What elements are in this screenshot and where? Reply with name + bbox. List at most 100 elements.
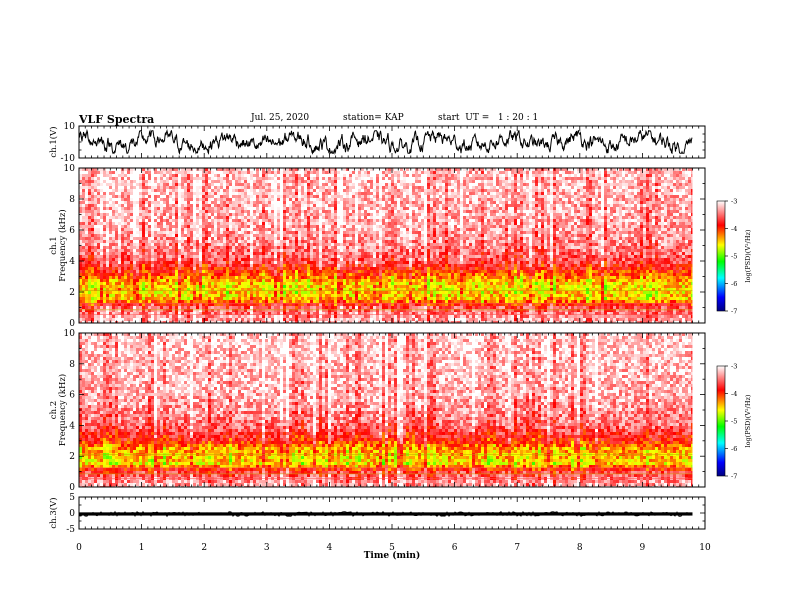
- spectrogram-cell: [358, 264, 361, 267]
- spectrogram-cell: [187, 225, 190, 228]
- spectrogram-cell: [223, 246, 226, 249]
- spectrogram-cell: [355, 291, 358, 294]
- spectrogram-cell: [313, 294, 316, 297]
- spectrogram-cell: [82, 321, 85, 323]
- spectrogram-cell: [283, 276, 286, 279]
- spectrogram-cell: [262, 279, 265, 282]
- spectrogram-cell: [157, 180, 160, 183]
- spectrogram-cell: [166, 228, 169, 231]
- spectrogram-cell: [223, 285, 226, 288]
- spectrogram-cell: [304, 192, 307, 195]
- spectrogram-cell: [247, 210, 250, 213]
- spectrogram-cell: [112, 177, 115, 180]
- date-label: Jul. 25, 2020: [251, 113, 309, 123]
- spectrogram-cell: [271, 267, 274, 270]
- spectrogram-cell: [118, 231, 121, 234]
- spectrogram-cell: [313, 168, 316, 171]
- spectrogram-cell: [265, 282, 268, 285]
- spectrogram-cell: [106, 177, 109, 180]
- spectrogram-cell: [193, 255, 196, 258]
- spectrogram-cell: [121, 180, 124, 183]
- spectrogram-cell: [184, 183, 187, 186]
- spectrogram-cell: [166, 210, 169, 213]
- spectrogram-cell: [115, 270, 118, 273]
- spectrogram-cell: [127, 216, 130, 219]
- spectrogram-cell: [181, 228, 184, 231]
- spectrogram-cell: [85, 183, 88, 186]
- spectrogram-cell: [310, 288, 313, 291]
- spectrogram-cell: [91, 207, 94, 210]
- spectrogram-cell: [274, 213, 277, 216]
- spectrogram-cell: [145, 228, 148, 231]
- spectrogram-cell: [334, 291, 337, 294]
- spectrogram-cell: [346, 258, 349, 261]
- spectrogram-cell: [184, 315, 187, 318]
- spectrogram-cell: [307, 216, 310, 219]
- spectrogram-cell: [166, 321, 169, 323]
- spectrogram-cell: [151, 270, 154, 273]
- spectrogram-cell: [274, 252, 277, 255]
- spectrogram-cell: [238, 288, 241, 291]
- spectrogram-cell: [133, 261, 136, 264]
- spectrogram-cell: [136, 240, 139, 243]
- spectrogram-cell: [286, 300, 289, 303]
- spectrogram-cell: [106, 315, 109, 318]
- spectrogram-cell: [94, 294, 97, 297]
- spectrogram-cell: [97, 204, 100, 207]
- spectrogram-cell: [175, 303, 178, 306]
- spectrogram-cell: [283, 255, 286, 258]
- spectrogram-cell: [193, 315, 196, 318]
- spectrogram-cell: [259, 189, 262, 192]
- spectrogram-cell: [256, 270, 259, 273]
- spectrogram-cell: [268, 168, 271, 171]
- spectrogram-cell: [349, 270, 352, 273]
- spectrogram-cell: [163, 195, 166, 198]
- spectrogram-cell: [100, 291, 103, 294]
- spectrogram-cell: [316, 243, 319, 246]
- spectrogram-cell: [133, 189, 136, 192]
- spectrogram-cell: [109, 264, 112, 267]
- spectrogram-cell: [106, 267, 109, 270]
- spectrogram-cell: [88, 243, 91, 246]
- spectrogram-cell: [355, 237, 358, 240]
- spectrogram-cell: [127, 222, 130, 225]
- spectrogram-cell: [91, 270, 94, 273]
- spectrogram-cell: [178, 240, 181, 243]
- spectrogram-cell: [247, 237, 250, 240]
- spectrogram-cell: [250, 252, 253, 255]
- spectrogram-cell: [358, 204, 361, 207]
- spectrogram-cell: [196, 240, 199, 243]
- spectrogram-cell: [154, 216, 157, 219]
- spectrogram-cell: [196, 273, 199, 276]
- spectrogram-cell: [100, 231, 103, 234]
- spectrogram-cell: [205, 207, 208, 210]
- spectrogram-cell: [217, 228, 220, 231]
- spectrogram-cell: [280, 318, 283, 321]
- spectrogram-cell: [241, 177, 244, 180]
- spectrogram-cell: [139, 270, 142, 273]
- spectrogram-cell: [124, 315, 127, 318]
- spectrogram-cell: [310, 246, 313, 249]
- spectrogram-cell: [232, 321, 235, 323]
- spectrogram-cell: [193, 270, 196, 273]
- spectrogram-cell: [97, 267, 100, 270]
- spectrogram-cell: [226, 225, 229, 228]
- spectrogram-cell: [187, 210, 190, 213]
- spectrogram-cell: [322, 231, 325, 234]
- spectrogram-cell: [358, 288, 361, 291]
- spectrogram-cell: [121, 282, 124, 285]
- spectrogram-cell: [100, 195, 103, 198]
- spectrogram-cell: [235, 261, 238, 264]
- spectrogram-cell: [157, 168, 160, 171]
- spectrogram-cell: [220, 276, 223, 279]
- spectrogram-cell: [88, 318, 91, 321]
- spectrogram-cell: [265, 198, 268, 201]
- spectrogram-cell: [94, 264, 97, 267]
- spectrogram-cell: [133, 246, 136, 249]
- spectrogram-cell: [301, 252, 304, 255]
- spectrogram-cell: [277, 267, 280, 270]
- spectrogram-cell: [112, 171, 115, 174]
- spectrogram-cell: [349, 180, 352, 183]
- spectrogram-cell: [154, 249, 157, 252]
- spectrogram-cell: [346, 297, 349, 300]
